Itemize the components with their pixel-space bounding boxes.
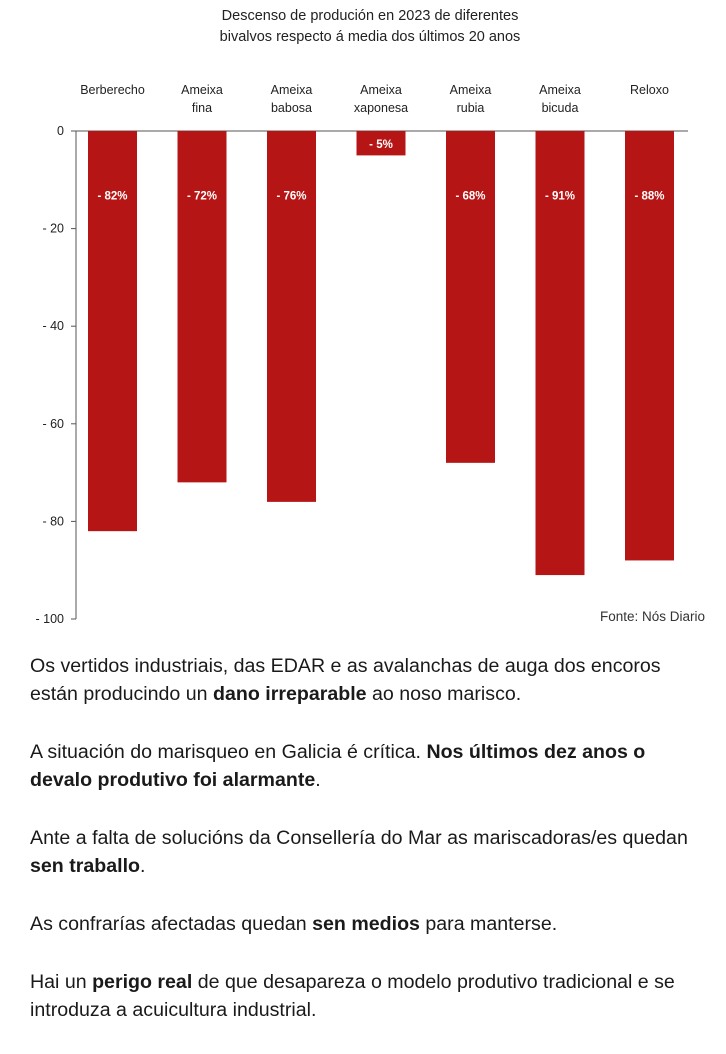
category-label: Ameixa [539, 83, 581, 97]
data-label: - 82% [97, 190, 127, 202]
data-label: - 91% [545, 190, 575, 202]
text-segment: A situación do marisqueo en Galicia é cr… [30, 741, 427, 763]
data-label: - 5% [369, 139, 393, 151]
bold-text: sen traballo [30, 855, 140, 877]
category-label: fina [192, 101, 212, 115]
source-label: Fonte: Nós Diario [600, 609, 705, 624]
data-label: - 76% [276, 190, 306, 202]
chart-title-line: bivalvos respecto á media dos últimos 20… [219, 29, 521, 45]
body-paragraph: A situación do marisqueo en Galicia é cr… [30, 738, 710, 794]
bold-text: perigo real [92, 971, 193, 993]
bold-text: dano irreparable [213, 683, 367, 705]
text-segment: . [139, 855, 146, 877]
body-paragraph: Hai un perigo real de que desapareza o m… [30, 968, 710, 1024]
category-label: bicuda [542, 101, 579, 115]
bar [356, 131, 406, 156]
chart-title-line: Descenso de produción en 2023 de diferen… [221, 8, 519, 24]
bar [625, 131, 674, 561]
text-segment: Hai un [30, 971, 93, 993]
category-label: Ameixa [360, 83, 402, 97]
category-label: babosa [271, 101, 312, 115]
bold-text: Nos últimos dez anos o devalo produtivo … [30, 741, 646, 791]
bar [535, 131, 585, 576]
bar [88, 131, 137, 532]
data-label: - 68% [455, 190, 485, 202]
text-segment: . [315, 769, 321, 791]
y-tick-label: - 40 [42, 319, 64, 333]
bar [267, 131, 316, 502]
text-segment: Ante a falta de solucións da Consellería… [30, 827, 688, 849]
text-segment: Os vertidos industriais, das EDAR e as a… [30, 655, 661, 705]
category-label: rubia [457, 101, 485, 115]
bar-chart: 0 - 20 - 40 - 60 - 80 - 100 Berberecho - 82% Ame… [36, 83, 706, 626]
category-label: xaponesa [354, 101, 408, 115]
data-label: - 88% [634, 190, 664, 202]
y-tick-label: 0 [57, 124, 64, 138]
body-paragraph: Ante a falta de solucións da Consellería… [30, 824, 710, 880]
category-label: Ameixa [450, 83, 492, 97]
data-label: - 72% [187, 190, 217, 202]
text-segment: para manterse. [419, 913, 558, 935]
y-tick-label: - 60 [42, 417, 64, 431]
text-segment: ao noso marisco. [366, 683, 522, 705]
chart-title: Descenso de produción en 2023 de diferen… [0, 6, 726, 48]
category-label: Reloxo [630, 83, 669, 97]
body-paragraph: As confrarías afectadas quedan sen medio… [30, 910, 710, 938]
text-segment: As confrarías afectadas quedan [30, 913, 313, 935]
category-label: Ameixa [181, 83, 223, 97]
bar [177, 131, 227, 483]
bold-text: sen medios [312, 913, 420, 935]
y-tick-label: - 80 [42, 514, 64, 528]
body-paragraph: Os vertidos industriais, das EDAR e as a… [30, 652, 710, 708]
category-label: Berberecho [80, 83, 145, 97]
category-label: Ameixa [271, 83, 313, 97]
y-tick-label: - 20 [42, 222, 64, 236]
bar [446, 131, 495, 463]
body-text: Os vertidos industriais, das EDAR e as a… [30, 652, 710, 1054]
y-tick-label: - 100 [36, 612, 65, 626]
text-segment: de que desapareza o modelo produtivo tra… [30, 971, 675, 1021]
